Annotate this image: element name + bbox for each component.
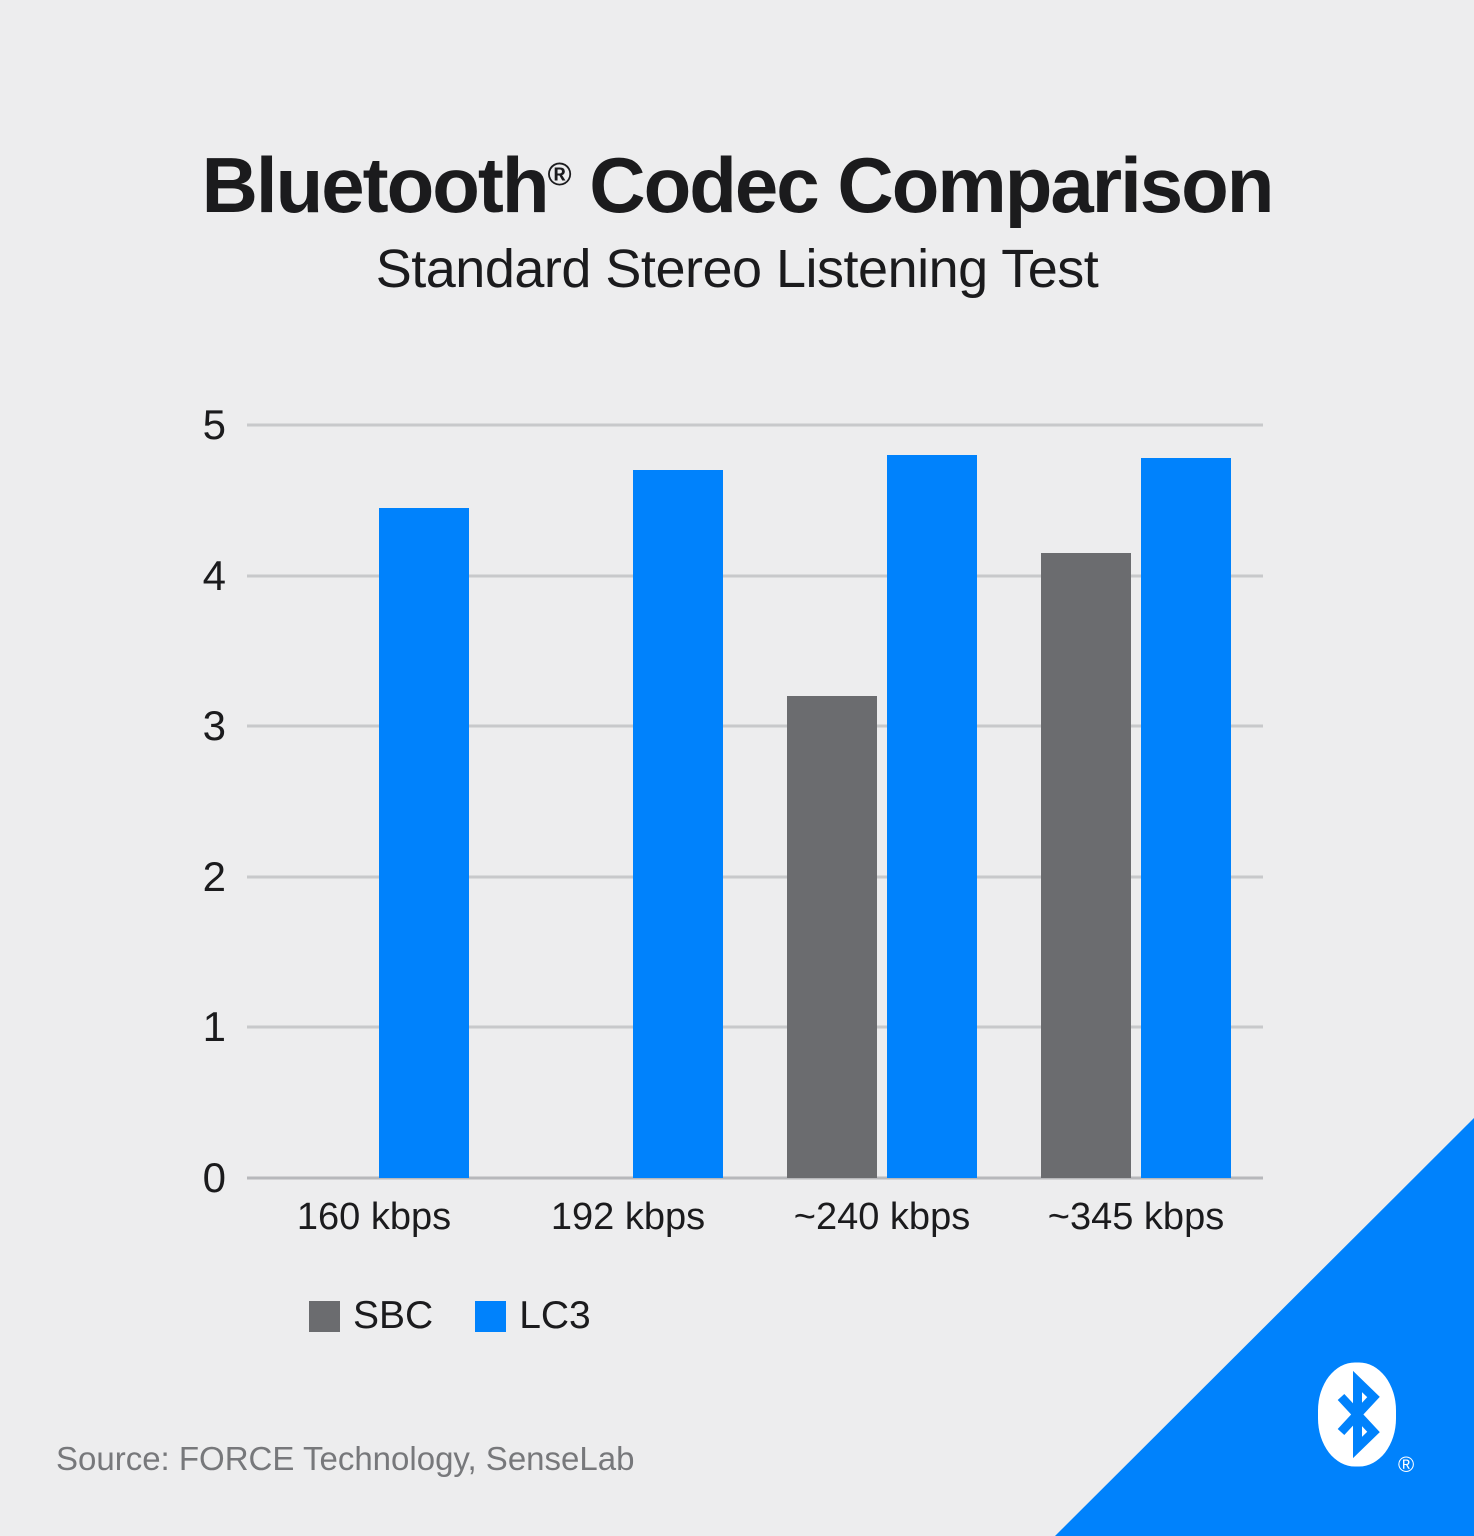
y-tick-label-5: 5 xyxy=(202,401,226,448)
bar-lc3-240kbps xyxy=(887,455,977,1178)
source-caption: Source: FORCE Technology, SenseLab xyxy=(56,1440,635,1477)
x-tick-label-4: ~345 kbps xyxy=(1047,1196,1225,1238)
gridline-y-0 xyxy=(247,1176,1263,1180)
y-tick-label-4: 4 xyxy=(202,551,226,599)
x-tick-label-2: 192 kbps xyxy=(550,1196,706,1238)
y-tick-label-2: 2 xyxy=(202,852,226,900)
gridline-y-4 xyxy=(247,574,1263,578)
y-tick-label-3: 3 xyxy=(202,702,226,750)
legend-item-lc3: LC3 xyxy=(475,1294,591,1338)
title-rest: Codec Comparison xyxy=(569,141,1274,229)
bar-lc3-160kbps xyxy=(379,507,469,1178)
gridline-y-3 xyxy=(247,724,1263,728)
x-axis-labels: 160 kbps 192 kbps ~240 kbps ~345 kbps xyxy=(247,1196,1263,1239)
legend-label-sbc: SBC xyxy=(353,1294,434,1337)
title-prefix: Bluetooth xyxy=(201,141,550,229)
bar-sbc-345kbps xyxy=(1041,553,1131,1178)
plot-area xyxy=(247,423,1263,1180)
gridline-y-2 xyxy=(247,875,1263,879)
bar-group-4 xyxy=(1009,425,1263,1178)
registered-mark: ® xyxy=(547,155,572,192)
bar-lc3-345kbps xyxy=(1141,458,1231,1178)
legend-swatch-lc3 xyxy=(475,1300,507,1332)
y-tick-label-0: 0 xyxy=(202,1154,226,1201)
legend-swatch-sbc xyxy=(309,1300,340,1332)
gridline-y-1 xyxy=(247,1025,1263,1029)
bar-lc3-192kbps xyxy=(633,470,723,1178)
logo-registered-mark: ® xyxy=(1398,1452,1415,1477)
page-subtitle: Standard Stereo Listening Test xyxy=(375,239,1099,299)
bar-group-1 xyxy=(247,425,501,1178)
x-tick-label-3: ~240 kbps xyxy=(793,1196,971,1238)
x-tick-label-1: 160 kbps xyxy=(296,1196,452,1238)
chart-header: Bluetooth® Codec Comparison Standard Ste… xyxy=(0,146,1474,300)
bar-group-2 xyxy=(501,425,755,1178)
y-tick-label-1: 1 xyxy=(202,1003,226,1051)
bar-sbc-240kbps xyxy=(787,696,877,1178)
legend: SBC LC3 xyxy=(309,1294,591,1338)
bluetooth-logo-icon xyxy=(1318,1362,1396,1467)
legend-item-sbc: SBC xyxy=(309,1294,433,1338)
legend-label-lc3: LC3 xyxy=(519,1294,591,1337)
bluetooth-rune-icon xyxy=(1337,1370,1380,1459)
bar-group-3 xyxy=(755,425,1009,1178)
page-title: Bluetooth® Codec Comparison xyxy=(0,146,1474,224)
y-axis-labels: 5 4 3 2 1 0 xyxy=(150,404,236,1199)
gridline-y-5 xyxy=(247,423,1263,427)
bar-groups xyxy=(247,425,1263,1178)
